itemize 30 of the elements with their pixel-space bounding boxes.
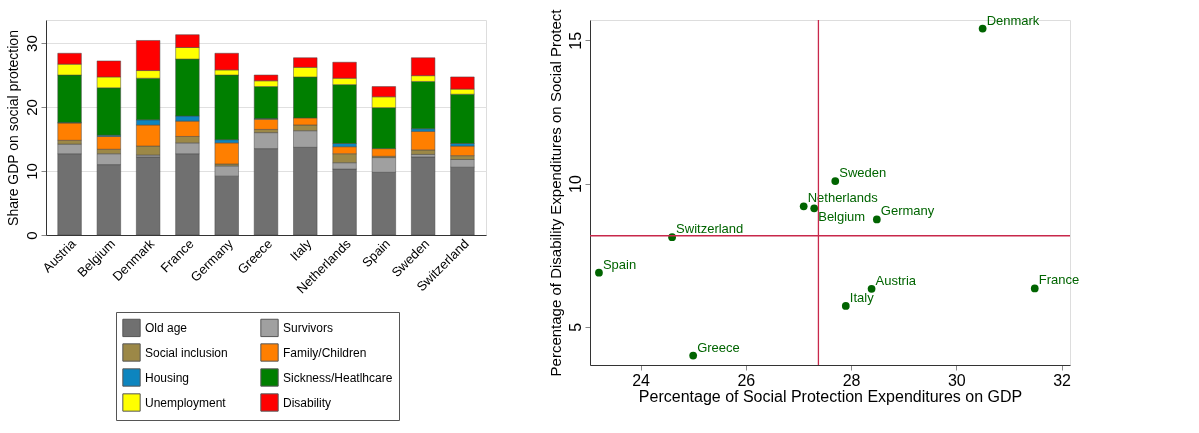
legend-label: Unemployment	[145, 395, 227, 410]
legend-label: Survivors	[283, 320, 334, 335]
annotation: Greece	[697, 339, 740, 355]
x-tick-label: 26	[737, 371, 756, 389]
x-tick-label: 30	[947, 371, 966, 389]
annotation: Switzerland	[676, 221, 744, 237]
annotation: Sweden	[839, 165, 887, 181]
legend-label: Old age	[145, 320, 188, 335]
y-tick-label: 5	[566, 322, 584, 332]
y-tick-label: 0	[22, 231, 40, 240]
annotation: Belgium	[818, 209, 866, 225]
legend-label: Social inclusion	[145, 345, 228, 360]
x-tick-label: 24	[632, 371, 651, 389]
y-tick-label: 10	[22, 163, 40, 180]
legend-label: Sickness/Heatlhcare	[283, 370, 393, 385]
x-tick-label: 28	[842, 371, 861, 389]
legend-label: Housing	[145, 370, 190, 385]
y-tick-label: 15	[566, 31, 584, 50]
x-tick-label: 32	[1053, 371, 1072, 389]
y-tick-label: 30	[22, 35, 40, 52]
annotation: Italy	[849, 289, 875, 305]
annotation: Germany	[880, 203, 935, 219]
legend-label: Family/Children	[283, 345, 367, 360]
legend-label: Disability	[283, 395, 332, 410]
y-axis-title: Share GDP on social protection	[4, 30, 21, 226]
y-axis-title: Percentage of Disability Expenditures on Social Protect	[546, 8, 564, 377]
y-tick-label: 20	[22, 99, 40, 116]
x-axis-title: Percentage of Social Protection Expenditures on GDP	[638, 387, 1023, 405]
annotation: Denmark	[986, 12, 1040, 28]
y-tick-label: 10	[566, 175, 584, 194]
